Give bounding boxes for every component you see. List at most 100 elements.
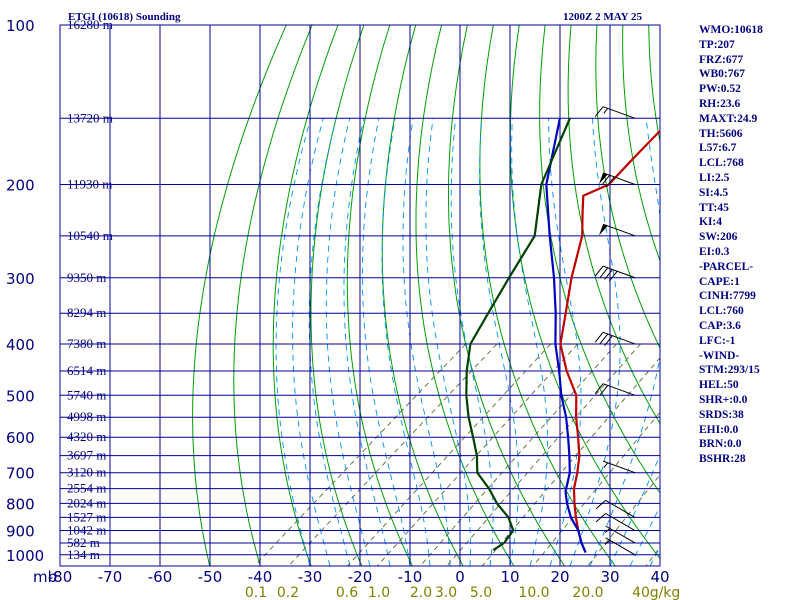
wind-barb-staff [605,513,636,531]
height-label: 11930 m [67,176,112,191]
temperature-tick-label: -60 [148,568,173,586]
wind-barb-pennant [598,172,608,185]
sounding-index-item: BSHR:28 [699,453,746,466]
wind-barb-staff [605,499,636,518]
mixing-ratio-label: 0.2 [277,585,299,600]
sounding-index-item: WMO:10618 [699,24,763,36]
dry-adiabat-line [310,25,365,566]
pressure-tick-label: 100 [6,17,35,35]
sounding-index-item: LI:2.5 [699,171,730,184]
wind-barb [604,537,636,556]
mixing-ratio-line [446,343,641,566]
dry-adiabat-line [415,25,515,566]
sounding-index-item: CINH:7799 [699,290,756,303]
height-label: 5740 m [67,387,106,402]
dry-adiabat-line [772,0,800,566]
pressure-tick-label: 900 [6,523,35,541]
sounding-index-item: FRZ:677 [699,53,744,66]
pressure-tick-label: 400 [6,336,35,354]
wind-barb-staff [602,331,636,345]
wind-barb-flag [599,267,609,279]
moist-adiabat-line [275,118,312,566]
sounding-index-item: PW:0.52 [699,83,741,96]
mixing-ratio-line [347,343,552,566]
sounding-index-item: -WIND- [699,349,740,362]
wind-barbs [594,106,636,556]
mixing-ratio-label: 10.0 [518,585,549,600]
temperature-tick-label: 20 [550,568,569,586]
height-label: 4320 m [67,429,106,444]
temperature-tick-label: -20 [348,568,373,586]
mixing-ratio-label: 1.0 [368,585,390,600]
sounding-index-item: EHI:0.0 [699,423,739,436]
sounding-index-item: BRN:0.0 [699,438,742,451]
wind-barb-staff [602,460,636,474]
pressure-unit-label: mb [33,568,57,586]
height-label: 2554 m [67,481,106,496]
temperature-tick-label: 10 [500,568,519,586]
sounding-indices-list: WMO:10618 TP:207 FRZ:677 WB0:767 PW:0.52 RH:2… [699,23,763,467]
sounding-index-item: LCL:760 [699,305,744,318]
sounding-index-item: TT:45 [699,201,729,214]
height-label: 3697 m [67,448,106,463]
wind-barb-flag [608,270,618,282]
pressure-tick-label: 200 [6,176,35,194]
temperature-tick-label: -70 [98,568,123,586]
temperature-tick-label: -80 [48,568,73,586]
sounding-index-item: KI:4 [699,216,722,229]
wind-barb-half-flag [603,108,609,114]
mixing-ratio-line [481,357,660,566]
mixing-ratio-line [288,343,498,566]
mixing-ratio-label: 5.0 [470,585,492,600]
sounding-index-item: HEL:50 [699,379,739,392]
sounding-index-item: L57:6.7 [699,142,737,155]
wind-barb-pennant [598,224,608,236]
dry-adiabat-line [595,25,660,350]
height-label: 1042 m [67,523,106,538]
wind-barb-staff [605,537,636,556]
wind-barb [598,172,636,188]
temperature-trace [559,129,660,553]
mixing-ratio-label: 2.0 [410,585,432,600]
chart-series [465,117,660,553]
wind-barb [594,331,636,346]
wind-barb-flag [601,174,611,186]
dewpoint-trace [465,117,571,552]
parcel-trace [545,118,587,553]
pressure-tick-label: 600 [6,429,35,447]
wind-barb [604,525,636,544]
temperature-tick-label: -50 [198,568,223,586]
temperature-tick-label: 0 [455,568,465,586]
mixing-ratio-unit-label: g/kg [650,585,681,600]
wind-barb-staff [605,525,636,544]
moist-adiabat-line [569,118,621,566]
pressure-tick-label: 700 [6,465,35,483]
mixing-ratio-line [532,411,660,566]
sounding-index-item: -PARCEL- [699,260,754,273]
moist-adiabat-line [308,118,351,566]
dry-adiabat-line [622,25,660,263]
height-label: 3120 m [67,465,106,480]
dry-adiabat-line [192,25,287,566]
height-label: 9350 m [67,270,106,285]
height-label: 6514 m [67,363,106,378]
wind-barb-flag [604,269,613,280]
wind-barb-flag [594,265,604,277]
mixing-ratio-label: 0.1 [245,585,267,600]
dry-adiabat-line [539,25,660,494]
sounding-index-item: TH:5606 [699,127,743,140]
temperature-tick-label: 30 [600,568,619,586]
height-label: 13720 m [67,110,113,125]
sounding-index-item: RH:23.6 [699,97,741,110]
wind-barb-flag [595,500,606,510]
sounding-index-item: MAXT:24.9 [699,112,758,125]
sounding-index-item: SI:4.5 [699,186,729,199]
pressure-tick-label: 500 [6,387,35,405]
mixing-ratio-line [376,343,579,566]
sounding-index-item: CAP:3.6 [699,319,741,332]
wind-barb-flag [599,385,609,396]
height-label: 4998 m [67,409,106,424]
wind-barb [595,513,636,531]
